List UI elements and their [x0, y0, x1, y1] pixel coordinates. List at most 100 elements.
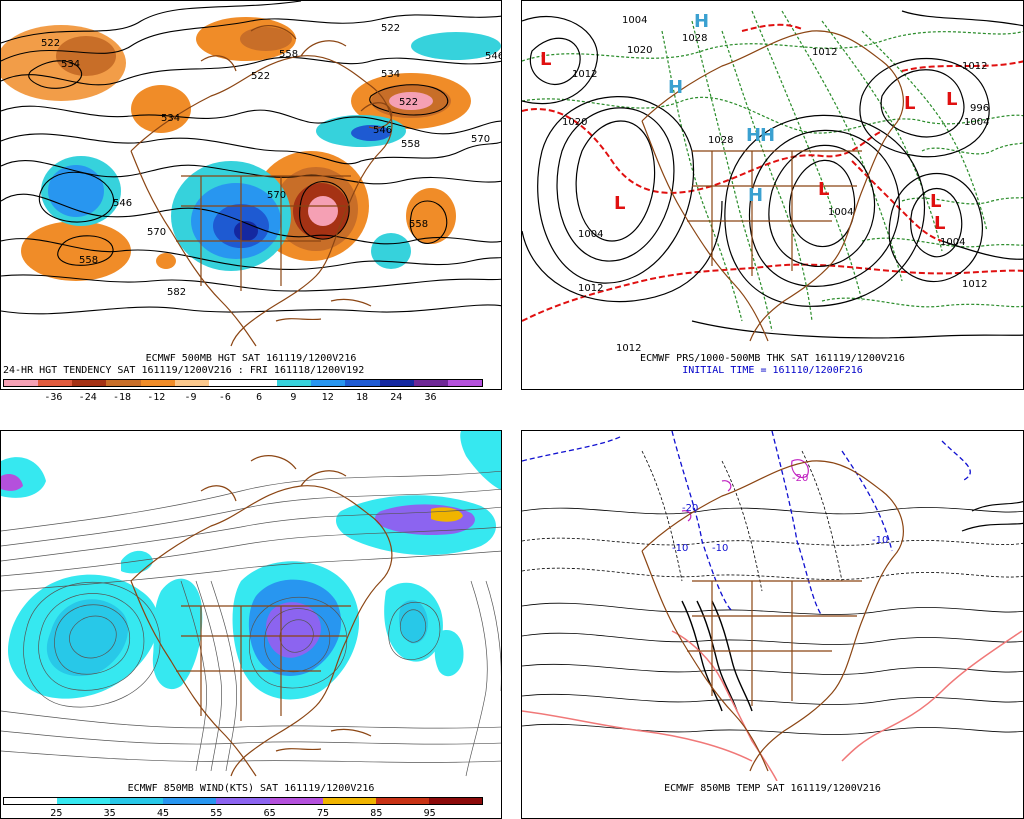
- caption-title: ECMWF 500MB HGT SAT 161119/1200V216: [145, 353, 357, 364]
- isobar-label: 1004: [828, 207, 853, 218]
- pressure-centers: L L L L L L L H H H H H: [540, 11, 957, 234]
- high-center: H: [760, 125, 775, 146]
- colorbar-tick-label: 12: [321, 392, 334, 403]
- high-center: H: [668, 77, 683, 98]
- colorbar-swatch: [311, 380, 346, 386]
- contour-label: 570: [147, 227, 166, 238]
- panel-850mb-temperature: -10 -10 -10 -20 -20 ECMWF 850MB TEMP SAT…: [521, 430, 1024, 819]
- isobar-label: 1012: [962, 279, 987, 290]
- contour-label: 534: [161, 113, 180, 124]
- isobar-label: 1020: [562, 117, 587, 128]
- contour-label: 522: [251, 71, 270, 82]
- low-center: L: [614, 193, 625, 214]
- isobar-label: 1012: [616, 343, 641, 351]
- colorbar-swatch: [375, 798, 429, 804]
- contour-label: 522: [41, 38, 60, 49]
- contour-label: 558: [401, 139, 420, 150]
- isobar-label: 1012: [962, 61, 987, 72]
- temp-label: -20: [682, 503, 698, 514]
- temp-label: -10: [872, 535, 888, 546]
- isobar-label: 1004: [622, 15, 647, 26]
- temperature-purple-marks: [681, 459, 809, 522]
- colorbar-swatch: [174, 380, 209, 386]
- colorbar-tick-label: -12: [147, 392, 166, 403]
- wind-colorbar: [3, 797, 483, 805]
- colorbar-tick-label: 75: [316, 808, 330, 819]
- map-500mb-height: 522 534 522 534 534 522 546 558 570 546 …: [1, 1, 502, 347]
- tendency-colorbar-ticks: -36 -24 -18 -12 -9 -6 6 9 12 18 24 36: [2, 392, 482, 404]
- colorbar-swatch: [345, 380, 380, 386]
- isobar-label: 1004: [578, 229, 603, 240]
- colorbar-tick-label: -9: [184, 392, 197, 403]
- colorbar-swatch: [428, 798, 482, 804]
- map-borders: [130, 455, 393, 777]
- contour-label: 546: [373, 125, 392, 136]
- colorbar-tick-label: -36: [44, 392, 63, 403]
- isobar-label: 1012: [812, 47, 837, 58]
- isobar-label: 1012: [572, 69, 597, 80]
- contour-label: 534: [381, 69, 400, 80]
- contour-label: 558: [79, 255, 98, 266]
- colorbar-tick-label: -6: [218, 392, 231, 403]
- colorbar-tick-label: 65: [263, 808, 276, 819]
- colorbar-swatch: [38, 380, 73, 386]
- contour-label: 546: [113, 198, 132, 209]
- contour-label: 522: [381, 23, 400, 34]
- contour-label: 546: [485, 51, 502, 62]
- colorbar-tick-label: -18: [112, 392, 132, 403]
- temp-label: -10: [672, 543, 688, 554]
- colorbar-swatch: [269, 798, 323, 804]
- contour-label: 558: [279, 49, 298, 60]
- colorbar-tick-label: -24: [78, 392, 97, 403]
- low-center: L: [930, 191, 941, 212]
- thickness-green-contours: [522, 10, 1023, 332]
- map-850mb-temperature: -10 -10 -10 -20 -20: [522, 431, 1023, 781]
- colorbar-swatch: [4, 798, 58, 804]
- colorbar-tick-label: 6: [256, 392, 263, 403]
- colorbar-swatch: [413, 380, 448, 386]
- wind-colorbar-ticks: 25 35 45 55 65 75 85 95: [3, 808, 483, 819]
- colorbar-tick-label: 9: [290, 392, 297, 403]
- colorbar-swatch: [216, 798, 270, 804]
- colorbar-tick-label: 85: [370, 808, 383, 819]
- contour-labels: 522 534 522 534 534 522 546 558 570 546 …: [41, 23, 502, 298]
- isobars: [522, 10, 1023, 339]
- isobar-label: 1028: [682, 33, 707, 44]
- contour-label: 522: [399, 97, 418, 108]
- high-center: H: [746, 125, 761, 146]
- colorbar-swatch: [57, 798, 111, 804]
- caption-title: ECMWF 850MB WIND(KTS) SAT 161119/1200V21…: [127, 783, 375, 794]
- low-center: L: [946, 89, 957, 110]
- contour-label: 534: [61, 59, 80, 70]
- low-center: L: [904, 93, 915, 114]
- colorbar-swatch: [447, 380, 482, 386]
- colorbar-swatch: [242, 380, 278, 386]
- temp-label: -20: [792, 473, 808, 484]
- colorbar-swatch: [208, 380, 243, 386]
- temp-label: -10: [712, 543, 728, 554]
- colorbar-tick-label: 18: [355, 392, 369, 403]
- temperature-black-contours: [522, 450, 1023, 735]
- isobar-label: 1004: [964, 117, 989, 128]
- colorbar-swatch: [140, 380, 175, 386]
- colorbar-swatch: [379, 380, 414, 386]
- isobar-label: 1012: [578, 283, 603, 294]
- isobar-label: 1004: [940, 237, 965, 248]
- map-850mb-wind: [1, 431, 501, 777]
- colorbar-swatch: [277, 380, 312, 386]
- isobar-label: 996: [970, 103, 989, 114]
- colorbar-swatch: [163, 798, 217, 804]
- temperature-labels: -10 -10 -10 -20 -20: [672, 473, 888, 554]
- isobar-label: 1028: [708, 135, 733, 146]
- colorbar-tick-label: 24: [390, 392, 403, 403]
- panel-500mb-height: 522 534 522 534 534 522 546 558 570 546 …: [0, 0, 502, 390]
- colorbar-tick-label: 95: [423, 808, 436, 819]
- colorbar-tick-label: 35: [103, 808, 116, 819]
- high-center: H: [748, 185, 763, 206]
- contour-label: 570: [471, 134, 490, 145]
- isobar-label: 1020: [627, 45, 652, 56]
- temperature-pink-contours: [522, 630, 1023, 781]
- colorbar-swatch: [110, 798, 164, 804]
- colorbar-swatch: [322, 798, 376, 804]
- contour-label: 570: [267, 190, 286, 201]
